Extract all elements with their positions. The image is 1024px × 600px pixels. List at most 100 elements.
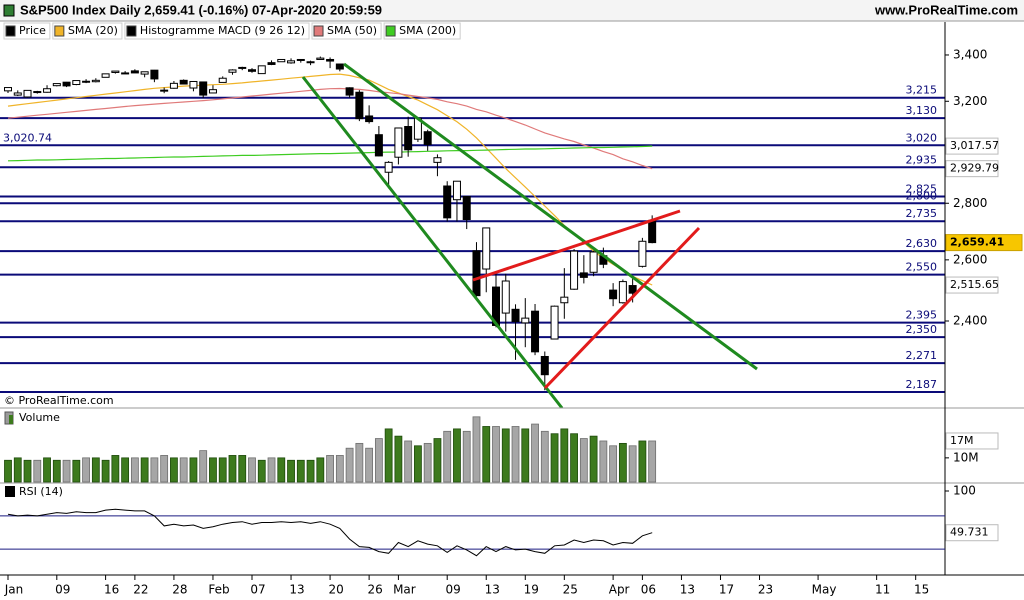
x-tick-label: 16 (104, 583, 119, 597)
candle-body (13, 92, 22, 96)
candle-body (550, 305, 559, 340)
volume-bar (130, 457, 139, 483)
level-label: 3,020 (906, 131, 938, 144)
volume-bar (609, 445, 618, 483)
candle-body (316, 57, 325, 60)
legend-label: SMA (200) (399, 24, 456, 37)
sma-line (7, 87, 653, 170)
volume-bar (248, 457, 256, 483)
candle-body (189, 80, 198, 89)
candle-body (579, 272, 588, 278)
trendline (343, 62, 758, 371)
volume-bar (140, 457, 149, 483)
x-tick-label: Feb (208, 583, 229, 597)
volume-bar (560, 428, 569, 483)
candles-layer (4, 56, 657, 391)
last-value-label: 49.731 (950, 526, 989, 539)
volume-bar (365, 447, 374, 483)
volume-bar (345, 447, 354, 483)
candle-body (248, 69, 256, 72)
volume-legend: Volume (19, 411, 60, 424)
candle-body (521, 317, 530, 324)
x-tick-label: May (812, 583, 837, 597)
candle-body (101, 73, 110, 78)
volume-bar (511, 426, 520, 483)
candle-body (238, 66, 247, 69)
volume-bar (121, 457, 130, 483)
x-tick-label: 15 (914, 583, 929, 597)
x-tick-label: 13 (680, 583, 695, 597)
volume-bar (443, 430, 452, 483)
candle-body (287, 60, 296, 64)
rsi-line (7, 508, 653, 557)
level-label: 2,550 (906, 261, 938, 274)
x-tick-label: 20 (328, 583, 343, 597)
candle-body (326, 58, 335, 62)
x-tick-label: 09 (55, 583, 70, 597)
volume-bar (492, 426, 500, 483)
volume-bar (101, 459, 110, 483)
volume-bar (277, 457, 286, 483)
level-label: 2,187 (906, 378, 938, 391)
volume-bar (570, 433, 578, 483)
candle-body (208, 89, 217, 94)
candle-body (423, 131, 432, 145)
volume-bar (531, 423, 539, 483)
legend-label: SMA (20) (68, 24, 118, 37)
x-tick-label: 17 (719, 583, 734, 597)
volume-bar (628, 445, 637, 483)
level-label: 3,130 (906, 104, 938, 117)
candle-body (4, 87, 12, 92)
volume-bar (150, 457, 159, 483)
candle-body (472, 250, 481, 297)
last-value-label: 2,659.41 (950, 236, 1004, 249)
volume-bar (394, 435, 403, 483)
volume-bar (453, 428, 461, 483)
volume-bar (482, 426, 491, 483)
candle-body (228, 69, 237, 73)
candle-body (23, 89, 32, 98)
volume-bar (267, 457, 276, 483)
volume-bar (23, 459, 32, 483)
volume-bar (384, 428, 393, 483)
volume-bar (521, 428, 530, 483)
level-left-label: 3,020.74 (3, 131, 52, 144)
volume-bar (33, 459, 42, 483)
candle-body (394, 127, 403, 158)
y-tick-label: 2,600 (953, 252, 987, 266)
header-title: S&P500 Index Daily 2,659.41 (-0.16%) 07-… (20, 2, 382, 17)
y-tick-label: 2,400 (953, 313, 987, 327)
level-label: 2,630 (906, 237, 938, 250)
last-value-label: 2,515.65 (950, 278, 999, 291)
x-tick-label: 22 (133, 583, 148, 597)
x-tick-label: 11 (875, 583, 890, 597)
legend-frame (383, 22, 461, 40)
volume-bar (91, 457, 100, 483)
x-tick-label: Apr (609, 583, 630, 597)
candle-body (618, 281, 627, 304)
trendline (472, 209, 681, 282)
level-label: 2,271 (906, 349, 938, 362)
legend-frame (3, 22, 51, 40)
candle-body (72, 80, 81, 86)
candle-body (511, 308, 520, 323)
y-tick-label: 10M (953, 450, 979, 464)
x-tick-label: 09 (446, 583, 461, 597)
candle-body (62, 81, 71, 87)
candle-body (628, 285, 637, 294)
x-tick-label: 28 (172, 583, 187, 597)
legend-label: SMA (50) (327, 24, 377, 37)
level-label: 2,935 (906, 153, 938, 166)
volume-bar (296, 459, 305, 483)
volume-bar (62, 459, 71, 483)
volume-bar (501, 428, 510, 483)
candle-body (609, 289, 618, 300)
candle-body (433, 157, 442, 163)
volume-bar (599, 440, 608, 483)
level-label: 2,735 (906, 207, 938, 220)
volume-bar (72, 459, 81, 483)
candle-body (384, 161, 393, 173)
level-label: 2,800 (906, 189, 938, 202)
y-tick-label: 100 (953, 484, 976, 498)
